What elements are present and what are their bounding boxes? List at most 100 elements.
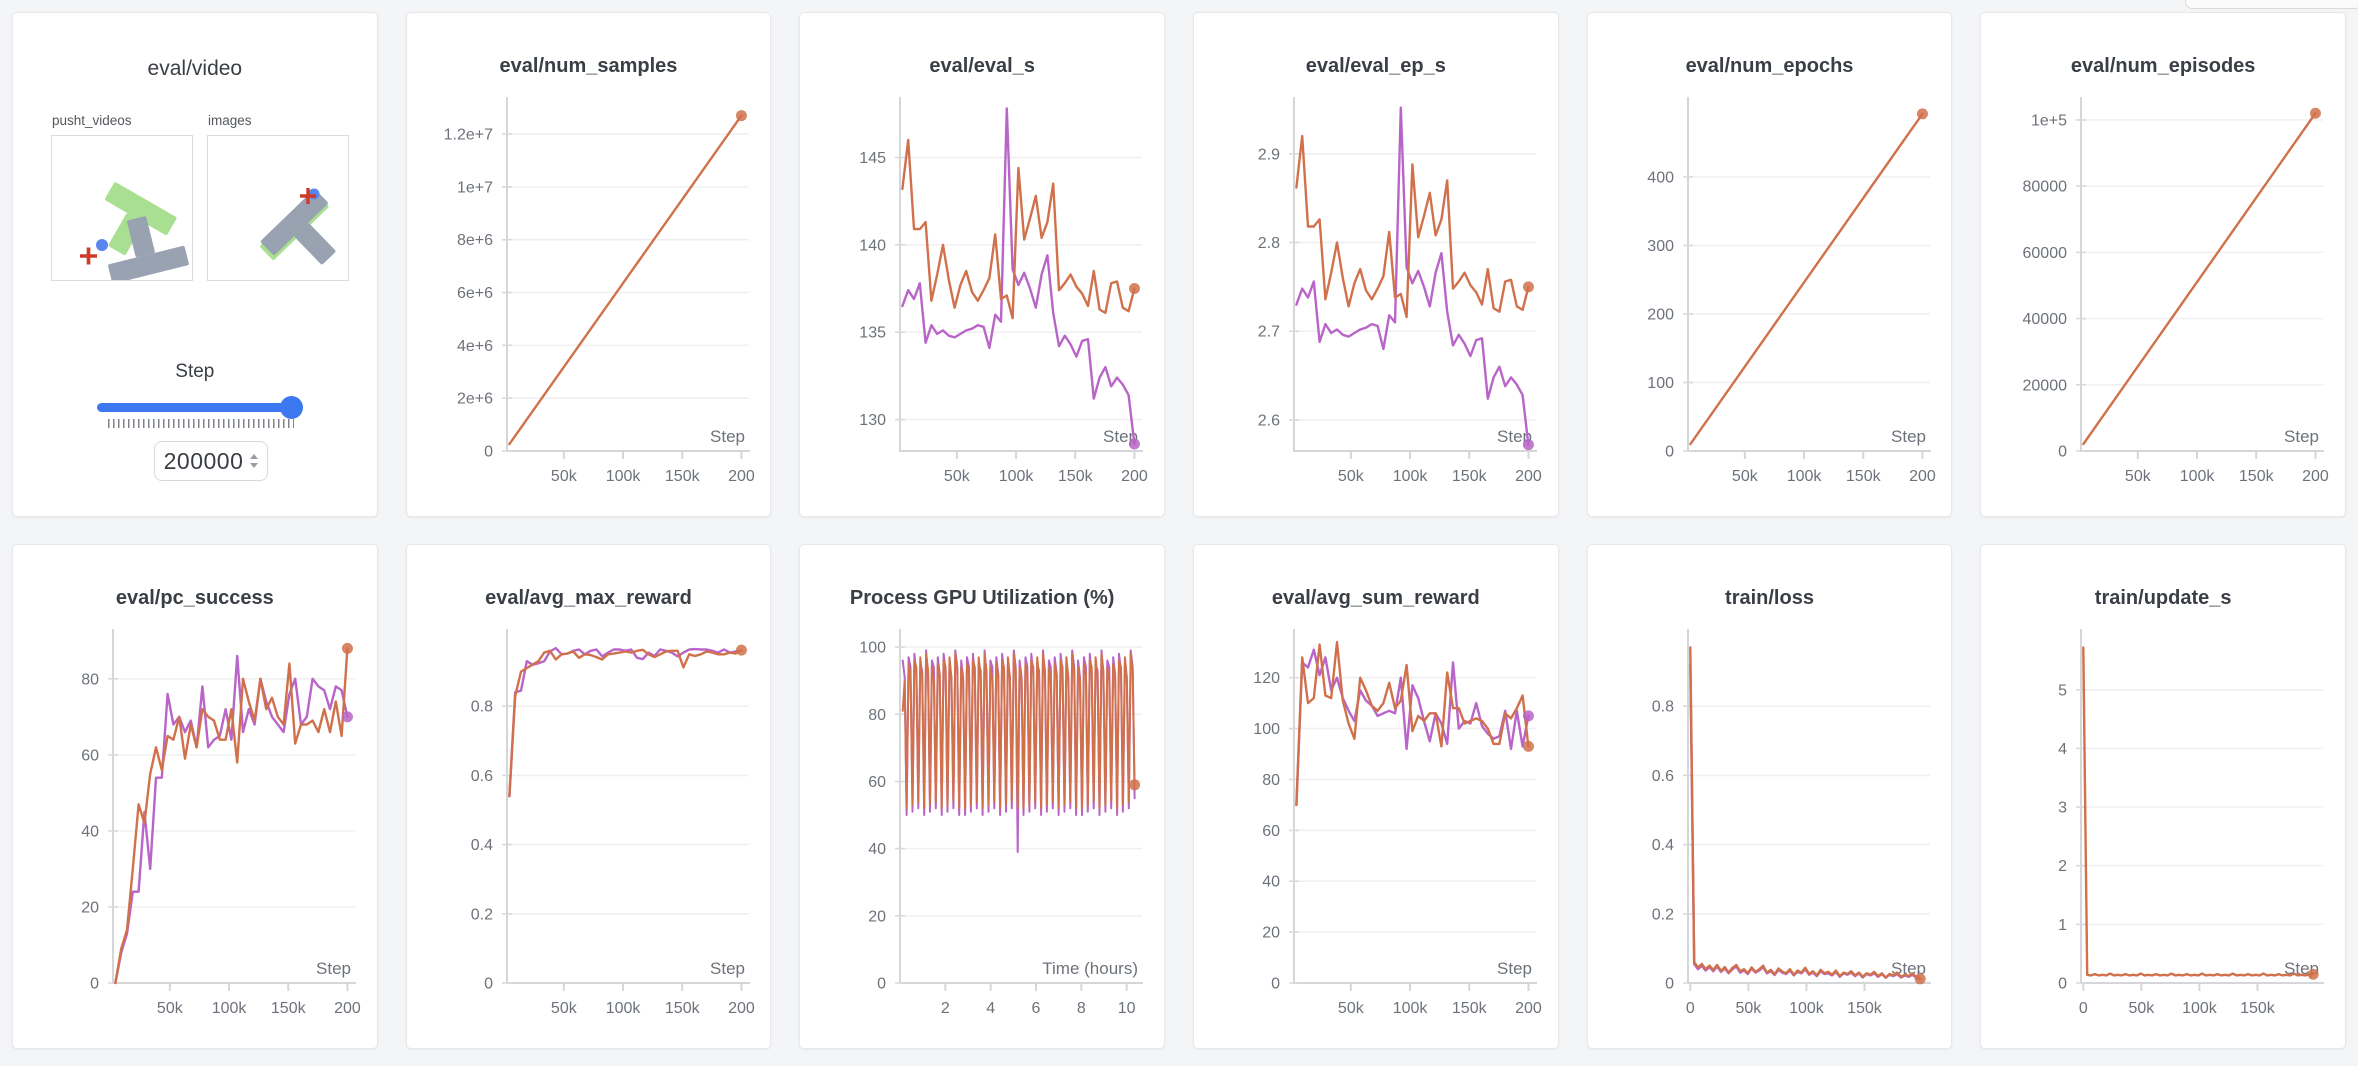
svg-text:200: 200 [728,468,755,485]
svg-text:200: 200 [1515,468,1542,485]
chart-panel-eval-num-samples: eval/num_samples 0 2e+6 4e+6 6e+6 8e+6 1e+7 1.… [405,12,772,517]
svg-text:Step: Step [1497,959,1532,978]
pusht-video-thumbnail[interactable] [51,135,193,284]
svg-text:0: 0 [877,976,886,993]
svg-text:135: 135 [860,325,887,342]
chart-title: eval/num_samples [499,55,678,77]
step-slider[interactable] [97,403,303,412]
goal-cross [80,247,97,265]
eval-video-panel: eval/video pusht_videos [12,12,378,517]
svg-text:130: 130 [860,412,887,429]
chart-svg[interactable]: 0 2e+6 4e+6 6e+6 8e+6 1e+7 1.2e+7 50k 100k 150k 20… [407,79,771,515]
chart-svg[interactable]: 0 20 40 60 80 50k 100k 150k 200 Step [13,611,377,1047]
svg-text:2: 2 [941,1000,950,1017]
svg-text:150k: 150k [2240,1000,2276,1017]
svg-text:50k: 50k [551,1000,578,1017]
svg-text:0.2: 0.2 [1651,906,1673,923]
chart-svg[interactable]: 0 20000 40000 60000 80000 1e+5 50k 100k 150k 200 S… [1981,79,2345,515]
svg-text:100k: 100k [2182,1000,2218,1017]
chart-svg[interactable]: 0 0.2 0.4 0.6 0.8 0 50k 100k 150k Step [1588,611,1952,1047]
svg-text:1.2e+7: 1.2e+7 [443,127,492,144]
agent-dot [96,239,108,251]
svg-text:200: 200 [1121,468,1148,485]
chart-title: eval/eval_ep_s [1305,55,1446,77]
svg-text:100k: 100k [1393,1000,1429,1017]
images-thumbnail[interactable] [207,135,349,281]
chart-svg[interactable]: 0 20 40 60 80 100 120 50k 100k 150k 200 Step [1194,611,1558,1047]
svg-text:Step: Step [710,959,745,978]
svg-text:150k: 150k [1058,468,1094,485]
svg-text:4: 4 [987,1000,996,1017]
svg-text:Step: Step [1891,427,1926,446]
svg-text:50k: 50k [157,1000,184,1017]
chart-svg[interactable]: 0 100 200 300 400 50k 100k 150k 200 Step [1588,79,1952,515]
svg-text:100: 100 [1253,721,1280,738]
svg-text:120: 120 [1253,670,1280,687]
chart-title: eval/avg_max_reward [485,587,692,609]
chart-svg[interactable]: 0 0.2 0.4 0.6 0.8 50k 100k 150k 200 Step [407,611,771,1047]
svg-text:50k: 50k [944,468,971,485]
svg-text:40000: 40000 [2023,311,2068,328]
svg-text:100k: 100k [1393,468,1429,485]
svg-text:2.9: 2.9 [1258,146,1280,163]
chart-panel-process-gpu-utilization: Process GPU Utilization (%) 0 20 40 60 80 100… [799,544,1165,1049]
svg-text:0: 0 [1271,976,1280,993]
svg-text:3: 3 [2058,800,2067,817]
chart-panel-eval-avg-sum-reward: eval/avg_sum_reward 0 20 40 60 80 100 120 50k 10… [1192,544,1559,1049]
svg-text:150k: 150k [2239,468,2275,485]
svg-text:0: 0 [1665,976,1674,993]
svg-text:80: 80 [81,671,99,688]
svg-text:40: 40 [1262,874,1280,891]
chart-svg[interactable]: 0 20 40 60 80 100 2 4 6 8 10 Time (hours) [800,611,1164,1047]
svg-text:60: 60 [81,747,99,764]
step-slider-ruler [108,419,294,428]
svg-text:0: 0 [1665,444,1674,461]
svg-text:150k: 150k [1847,1000,1883,1017]
svg-text:100k: 100k [2180,468,2216,485]
svg-text:100k: 100k [999,468,1035,485]
step-slider-knob[interactable] [280,396,303,419]
chart-svg[interactable]: 130 135 140 145 50k 100k 150k 200 Step [800,79,1164,515]
thumb-caption: pusht_videos [52,113,132,128]
chart-svg[interactable]: 2.6 2.7 2.8 2.9 50k 100k 150k 200 Step [1194,79,1558,515]
goal-cross [300,188,316,204]
svg-text:200: 200 [334,1000,361,1017]
cropped-ui-fragment [2185,0,2358,9]
svg-text:150k: 150k [665,468,701,485]
svg-text:150k: 150k [1452,1000,1488,1017]
chart-panel-eval-num-episodes: eval/num_episodes 0 20000 40000 60000 80000 1… [1980,12,2346,517]
svg-text:100k: 100k [1789,1000,1825,1017]
svg-text:Step: Step [316,959,351,978]
svg-text:1e+7: 1e+7 [457,179,493,196]
svg-text:200: 200 [1647,306,1674,323]
stepper-arrows-icon[interactable] [250,454,259,468]
gray-t-block [108,216,189,284]
svg-text:2e+6: 2e+6 [457,391,493,408]
svg-text:0: 0 [1686,1000,1695,1017]
svg-text:6: 6 [1032,1000,1041,1017]
media-figure: pusht_videos [51,113,193,284]
svg-text:50k: 50k [1735,1000,1762,1017]
chart-title: eval/pc_success [115,587,274,609]
svg-text:150k: 150k [271,1000,307,1017]
step-input-value[interactable]: 200000 [163,447,244,474]
step-input[interactable]: 200000 [154,441,268,481]
chart-title: eval/avg_sum_reward [1271,587,1480,609]
pusht-scene [80,182,189,284]
svg-text:100k: 100k [605,1000,641,1017]
media-thumbnails: pusht_videos [51,113,349,284]
svg-text:100k: 100k [605,468,641,485]
svg-text:50k: 50k [2129,1000,2156,1017]
svg-text:6e+6: 6e+6 [457,285,493,302]
svg-text:400: 400 [1647,169,1674,186]
media-figure: images [207,113,349,281]
svg-text:0.6: 0.6 [1651,768,1673,785]
images-scene [260,188,336,265]
svg-text:200: 200 [1909,468,1936,485]
gray-t-block [260,189,336,265]
svg-text:0: 0 [2079,1000,2088,1017]
chart-title: train/loss [1725,587,1814,609]
svg-text:50k: 50k [2125,468,2152,485]
chart-panel-eval-eval-s: eval/eval_s 130 135 140 145 50k 100k 150k 200 St… [799,12,1165,517]
